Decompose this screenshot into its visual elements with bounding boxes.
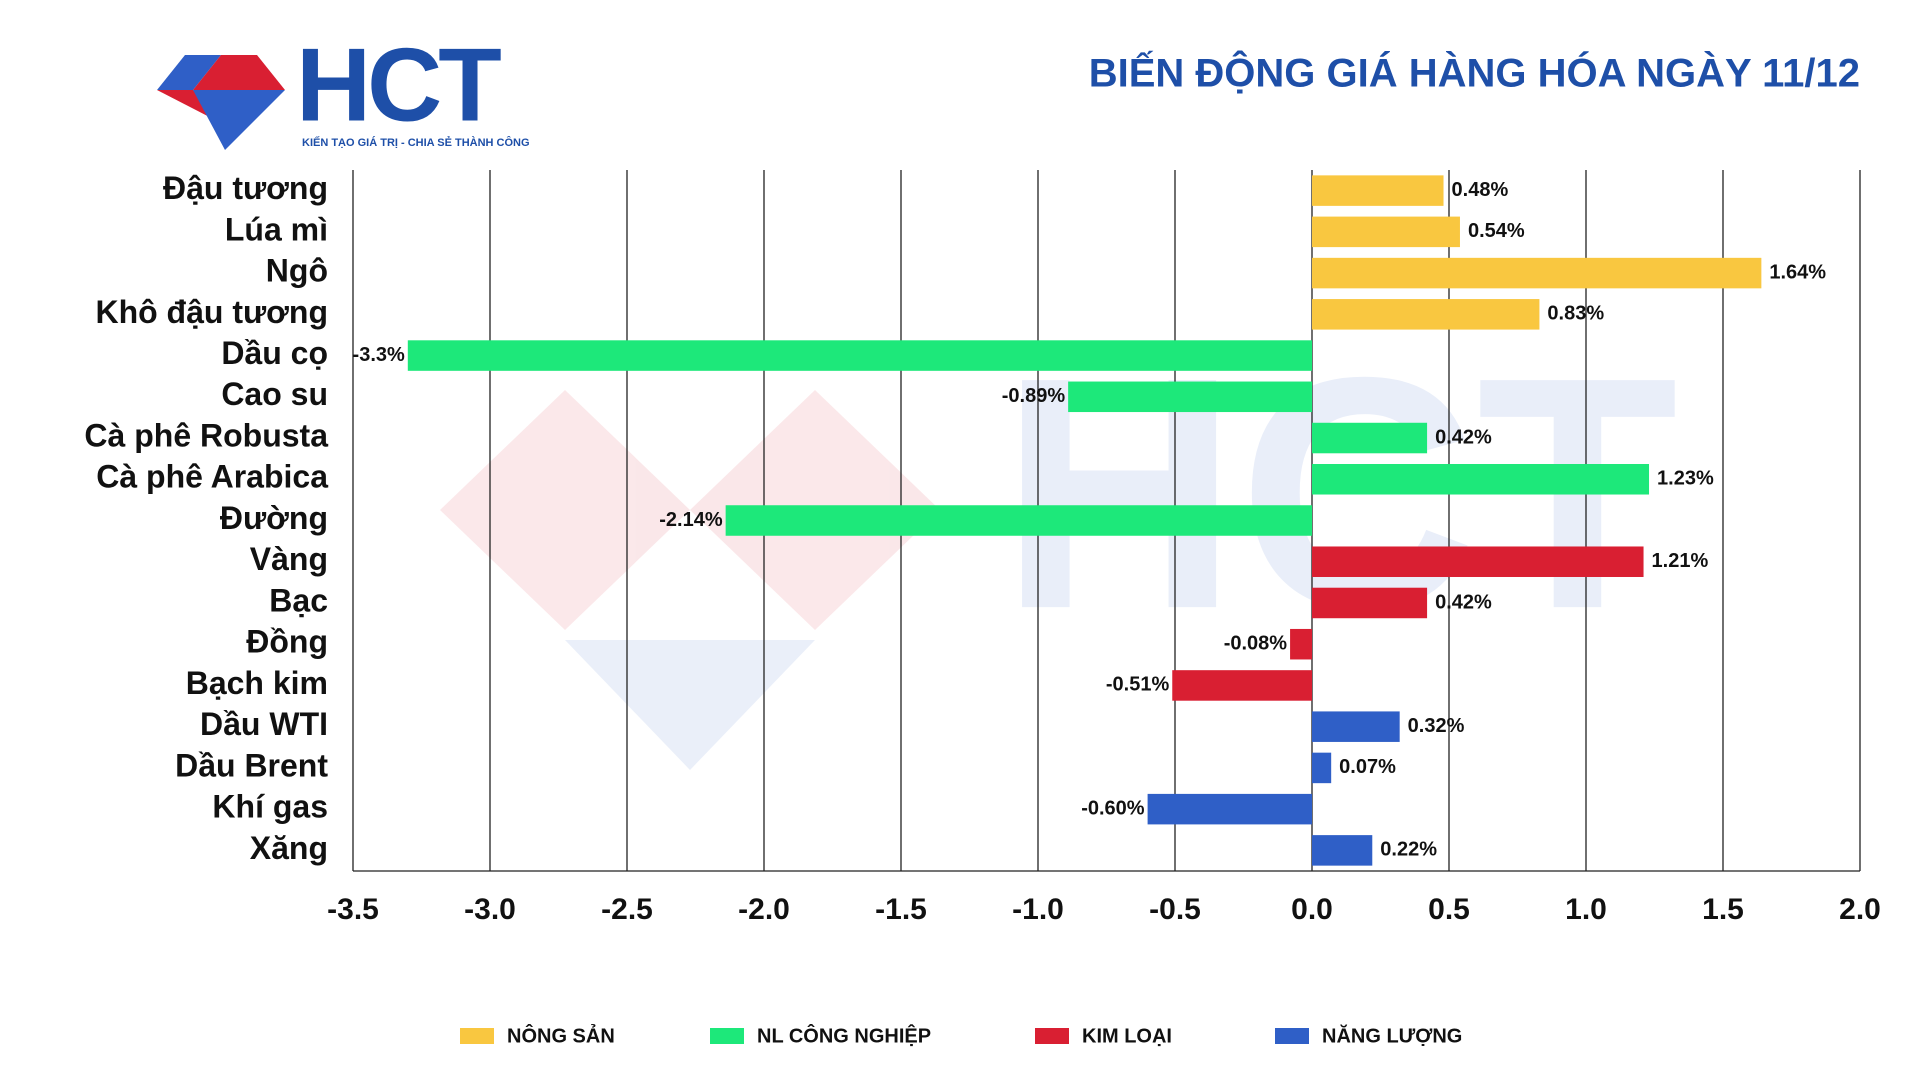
bar [1312, 835, 1373, 866]
x-tick-label: 0.0 [1291, 893, 1333, 926]
bar [1147, 793, 1312, 825]
y-tick-label: Ngô [266, 253, 328, 289]
y-tick-label: Dầu Brent [175, 747, 328, 783]
bar [1312, 546, 1644, 577]
logo-text: HCT [296, 27, 501, 143]
watermark: HCT [440, 308, 1678, 770]
y-tick-label: Khí gas [212, 789, 328, 825]
x-tick-label: -2.0 [738, 893, 790, 926]
value-label: 0.42% [1435, 591, 1492, 613]
y-tick-label: Cà phê Arabica [96, 459, 328, 495]
legend-label: NĂNG LƯỢNG [1322, 1024, 1462, 1047]
x-tick-label: 1.5 [1702, 893, 1744, 926]
y-tick-label: Bạch kim [186, 665, 328, 701]
x-tick-label: 1.0 [1565, 893, 1607, 926]
value-label: 0.32% [1408, 715, 1465, 737]
bar [1312, 587, 1428, 619]
x-tick-label: -1.5 [875, 893, 927, 926]
value-label: 1.21% [1652, 550, 1709, 572]
chart-title: BIẾN ĐỘNG GIÁ HÀNG HÓA NGÀY 11/12 [1089, 50, 1860, 96]
value-label: 0.22% [1380, 839, 1437, 861]
bar [1312, 422, 1428, 454]
bar [1172, 670, 1312, 701]
bar [1312, 299, 1540, 330]
y-tick-label: Dầu WTI [200, 706, 328, 742]
legend-label: NL CÔNG NGHIỆP [757, 1023, 931, 1047]
y-tick-label: Dầu cọ [221, 335, 328, 371]
value-label: 1.64% [1769, 261, 1826, 283]
bar [407, 340, 1312, 371]
value-label: -0.89% [1002, 385, 1066, 407]
y-tick-label: Đậu tương [163, 170, 328, 206]
legend-label: NÔNG SẢN [507, 1023, 615, 1047]
x-tick-label: -3.5 [327, 893, 379, 926]
y-tick-label: Khô đậu tương [95, 294, 328, 330]
value-label: 0.83% [1547, 303, 1604, 325]
legend-swatch [1035, 1028, 1069, 1044]
bar [1312, 257, 1762, 289]
x-tick-label: 2.0 [1839, 893, 1881, 926]
value-label: 0.42% [1435, 426, 1492, 448]
legend-swatch [710, 1028, 744, 1044]
bar [1068, 381, 1312, 413]
y-tick-label: Cà phê Robusta [84, 417, 328, 453]
value-label: 1.23% [1657, 468, 1714, 490]
legend-label: KIM LOẠI [1082, 1025, 1172, 1047]
x-tick-label: -1.0 [1012, 893, 1064, 926]
logo: HCT KIẾN TẠO GIÁ TRỊ - CHIA SẺ THÀNH CÔN… [157, 27, 530, 150]
value-label: -2.14% [659, 509, 723, 531]
value-label: -0.60% [1081, 797, 1145, 819]
legend-swatch [1275, 1028, 1309, 1044]
x-tick-label: -3.0 [464, 893, 516, 926]
value-label: -3.3% [353, 344, 405, 366]
value-label: 0.54% [1468, 220, 1525, 242]
bar [725, 505, 1312, 536]
y-tick-label: Vàng [250, 541, 328, 577]
value-label: 0.07% [1339, 756, 1396, 778]
logo-tagline: KIẾN TẠO GIÁ TRỊ - CHIA SẺ THÀNH CÔNG [302, 136, 530, 149]
value-label: -0.08% [1224, 632, 1288, 654]
y-tick-label: Lúa mì [225, 211, 328, 247]
x-tick-label: -0.5 [1149, 893, 1201, 926]
bar [1312, 464, 1650, 495]
y-tick-label: Bạc [269, 582, 328, 618]
value-label: 0.48% [1452, 179, 1509, 201]
y-tick-label: Xăng [250, 830, 328, 866]
bar [1312, 175, 1444, 206]
bar [1312, 752, 1332, 784]
value-label: -0.51% [1106, 674, 1170, 696]
bar [1312, 216, 1460, 248]
y-tick-label: Đồng [246, 624, 328, 660]
y-tick-label: Cao su [221, 376, 328, 412]
legend-swatch [460, 1028, 494, 1044]
bar [1312, 711, 1400, 742]
y-tick-label: Đường [220, 500, 328, 536]
bar [1290, 628, 1312, 660]
x-tick-label: 0.5 [1428, 893, 1470, 926]
x-tick-label: -2.5 [601, 893, 653, 926]
